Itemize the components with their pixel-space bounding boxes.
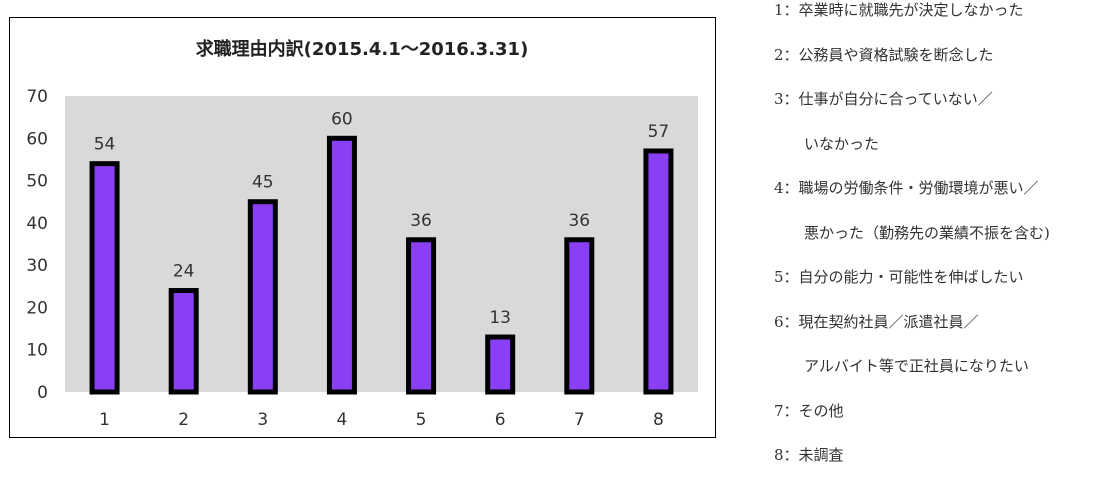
data-label: 36 [568,211,590,231]
x-tick-label: 7 [574,410,585,430]
legend-item: 1：卒業時に就職先が決定しなかった [774,1,1024,19]
plot-area [65,96,698,392]
bar [564,237,595,395]
legend-item: 2：公務員や資格試験を断念した [774,45,994,64]
chart-frame: 求職理由内訳(2015.4.1～2016.3.31) 0 10 20 30 40 50 60… [9,17,716,438]
y-tick-label: 70 [26,87,48,107]
bar [406,237,437,395]
bar [643,148,674,395]
x-tick-label: 1 [99,410,110,430]
bars [89,135,674,395]
legend-item-continuation: いなかった [804,134,880,153]
data-label: 13 [489,308,511,328]
bar [168,288,199,395]
x-tick-label: 8 [653,410,664,430]
data-label: 57 [648,122,670,142]
y-tick-label: 50 [26,172,48,192]
data-label: 45 [252,173,274,193]
bar [247,199,278,395]
bar [485,334,516,395]
y-tick-label: 0 [37,383,48,403]
legend-item-continuation: 悪かった（勤務先の業績不振を含む) [804,223,1050,242]
data-labels: 54 24 45 60 36 13 36 57 [94,109,670,328]
y-tick-label: 20 [26,298,48,318]
legend-item: 6：現在契約社員／派遣社員／ [774,312,979,331]
x-axis: 1 2 3 4 5 6 7 8 [99,410,664,430]
x-tick-label: 3 [257,410,268,430]
data-label: 24 [173,262,195,282]
category-legend: 1：卒業時に就職先が決定しなかった 2：公務員や資格試験を断念した 3：仕事が自分に… [774,0,1050,478]
x-tick-label: 4 [337,410,348,430]
x-tick-label: 2 [178,410,189,430]
legend-item: 3：仕事が自分に合っていない／ [774,90,993,108]
legend-item: 4：職場の労働条件・労働環境が悪い／ [774,179,1039,197]
bar [89,161,120,395]
legend-item-continuation: アルバイト等で正社員になりたい [804,357,1029,375]
y-axis: 0 10 20 30 40 50 60 70 [26,87,48,403]
x-tick-label: 5 [416,410,427,430]
chart-title: 求職理由内訳(2015.4.1～2016.3.31) [196,38,529,60]
y-tick-label: 40 [26,214,48,234]
data-label: 60 [331,109,353,129]
legend-item: 5：自分の能力・可能性を伸ばしたい [774,268,1024,286]
bar [326,135,357,395]
x-tick-label: 6 [495,410,506,430]
y-tick-label: 10 [26,341,48,361]
legend-item: 7：その他 [774,401,844,420]
data-label: 54 [94,135,116,155]
y-tick-label: 30 [26,256,48,276]
legend-item: 8：未調査 [774,446,844,464]
data-label: 36 [410,211,432,231]
y-tick-label: 60 [26,129,48,149]
bar-chart: 求職理由内訳(2015.4.1～2016.3.31) 0102030405060… [26,38,698,430]
